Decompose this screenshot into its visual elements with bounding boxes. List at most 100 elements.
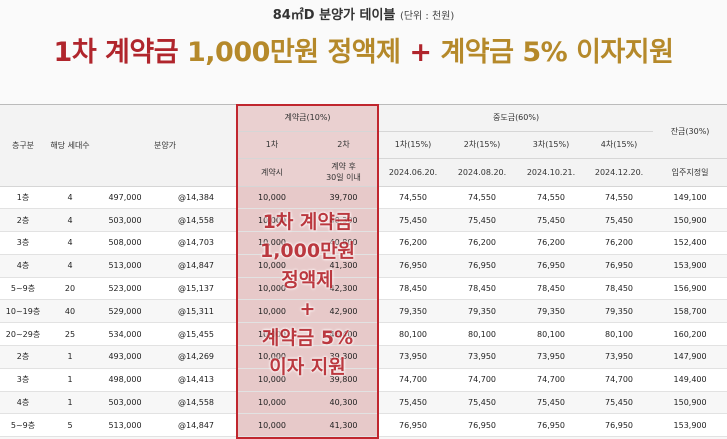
cell-contract-2: 43,400 [308,322,380,347]
cell-mid-4: 76,200 [585,231,654,255]
cell-contract-2: 39,300 [308,345,380,369]
header-mid-1-date: 2024.06.20. [379,158,448,187]
cell-contract-1: 10,000 [236,368,308,392]
cell-price-per-pyeong: @15,455 [156,322,236,347]
cell-contract-1: 10,000 [236,208,308,233]
cell-units: 1 [46,345,94,369]
header-units: 해당 세대수 [46,105,94,187]
cell-balance: 153,900 [653,254,727,278]
cell-price: 503,000 [94,208,156,233]
cell-contract-1: 10,000 [236,413,308,438]
cell-price-per-pyeong: @14,992 [156,436,236,439]
cell-units: 4 [46,186,94,210]
cell-mid-3: 74,550 [517,186,586,210]
cell-mid-1: 79,350 [379,299,448,324]
cell-balance: 160,200 [653,322,727,347]
cell-price: 508,000 [94,231,156,255]
cell-balance: 149,400 [653,368,727,392]
overlay-line-2: 1,000만원 [259,240,356,262]
header-floor: 층구분 [0,105,46,187]
cell-contract-1: 10,000 [236,322,308,347]
cell-contract-2: 39,800 [308,368,380,392]
cell-mid-4: 77,700 [585,436,654,439]
header-mid-2-date: 2024.08.20. [447,158,518,187]
header-mid-4: 4차(15%) [585,131,654,159]
header-mid-4-date: 2024.12.20. [585,158,654,187]
cell-mid-3: 77,700 [517,436,586,439]
table-row: 3층 1 498,000 @14,413 10,000 39,800 74,700 74,70… [0,368,727,392]
cell-contract-2: 40,800 [308,231,380,255]
headline-plus: + [409,37,432,68]
cell-balance: 152,400 [653,231,727,255]
cell-price: 497,000 [94,186,156,210]
cell-contract-1: 10,000 [236,254,308,278]
header-middle-group: 중도금(60%) [379,105,654,132]
table-row: 20~29층 25 534,000 @15,455 10,000 43,400 80,100… [0,322,727,347]
cell-balance: 156,900 [653,277,727,301]
headline-contract: 1차 계약금 [53,37,179,68]
cell-units: 5 [46,413,94,438]
cell-mid-4: 75,450 [585,391,654,415]
cell-mid-1: 77,700 [379,436,448,439]
table-row: 4층 1 503,000 @14,558 10,000 40,300 75,450 75,45… [0,391,727,415]
overlay-line-6: 이자 지원 [269,356,346,378]
table-header: 층구분 해당 세대수 분양가 계약금(10%) 중도금(60%) 잔금(30%)… [0,105,727,187]
cell-balance: 155,400 [653,436,727,439]
header-contract-1-timing: 계약시 [236,158,308,187]
cell-price-per-pyeong: @14,413 [156,368,236,392]
header-mid-3-date: 2024.10.21. [517,158,586,187]
cell-balance: 150,900 [653,391,727,415]
cell-price: 529,000 [94,299,156,324]
unit-label: (단위 : 천원) [399,11,455,22]
cell-mid-4: 74,700 [585,368,654,392]
cell-floor: 1층 [0,186,46,210]
header-mid-2: 2차(15%) [447,131,518,159]
cell-price-per-pyeong: @15,137 [156,277,236,301]
cell-mid-3: 78,450 [517,277,586,301]
cell-balance: 158,700 [653,299,727,324]
cell-mid-2: 77,700 [447,436,518,439]
cell-mid-1: 74,550 [379,186,448,210]
cell-mid-4: 74,550 [585,186,654,210]
cell-mid-3: 76,950 [517,413,586,438]
cell-mid-1: 75,450 [379,391,448,415]
promo-overlay: 1차 계약금 1,000만원 정액제 + 계약금 5% 이자 지원 [238,208,377,382]
contract-2-timing-line2: 30일 이내 [326,173,361,182]
header-contract-1: 1차 [236,131,308,159]
cell-contract-2: 40,300 [308,208,380,233]
cell-units: 20 [46,277,94,301]
cell-mid-3: 76,950 [517,254,586,278]
cell-balance: 153,900 [653,413,727,438]
cell-floor: 10~19층 [0,299,46,324]
overlay-line-1: 1차 계약금 [262,211,353,233]
cell-mid-4: 73,950 [585,345,654,369]
cell-mid-1: 76,200 [379,231,448,255]
cell-contract-2: 41,300 [308,413,380,438]
cell-mid-1: 76,950 [379,413,448,438]
overlay-line-5: 계약금 5% [261,327,354,349]
cell-contract-1: 10,000 [236,345,308,369]
header-mid-3: 3차(15%) [517,131,586,159]
table-row: 4층 4 513,000 @14,847 10,000 41,300 76,950 76,95… [0,254,727,278]
cell-contract-1: 10,000 [236,299,308,324]
cell-price: 513,000 [94,254,156,278]
cell-mid-1: 76,950 [379,254,448,278]
cell-mid-2: 74,700 [447,368,518,392]
cell-mid-2: 76,200 [447,231,518,255]
cell-contract-1: 10,000 [236,231,308,255]
cell-mid-3: 75,450 [517,208,586,233]
cell-contract-2: 42,300 [308,277,380,301]
cell-mid-2: 73,950 [447,345,518,369]
cell-price-per-pyeong: @15,311 [156,299,236,324]
header-balance: 잔금(30%) [653,105,727,159]
cell-mid-4: 75,450 [585,208,654,233]
header-contract-2-timing: 계약 후 30일 이내 [308,158,380,187]
cell-units: 1 [46,368,94,392]
cell-mid-2: 80,100 [447,322,518,347]
overlay-line-3: 정액제 [281,269,334,291]
cell-floor: 5~9층 [0,277,46,301]
cell-mid-2: 79,350 [447,299,518,324]
cell-price: 534,000 [94,322,156,347]
cell-mid-2: 76,950 [447,413,518,438]
cell-units: 4 [46,208,94,233]
